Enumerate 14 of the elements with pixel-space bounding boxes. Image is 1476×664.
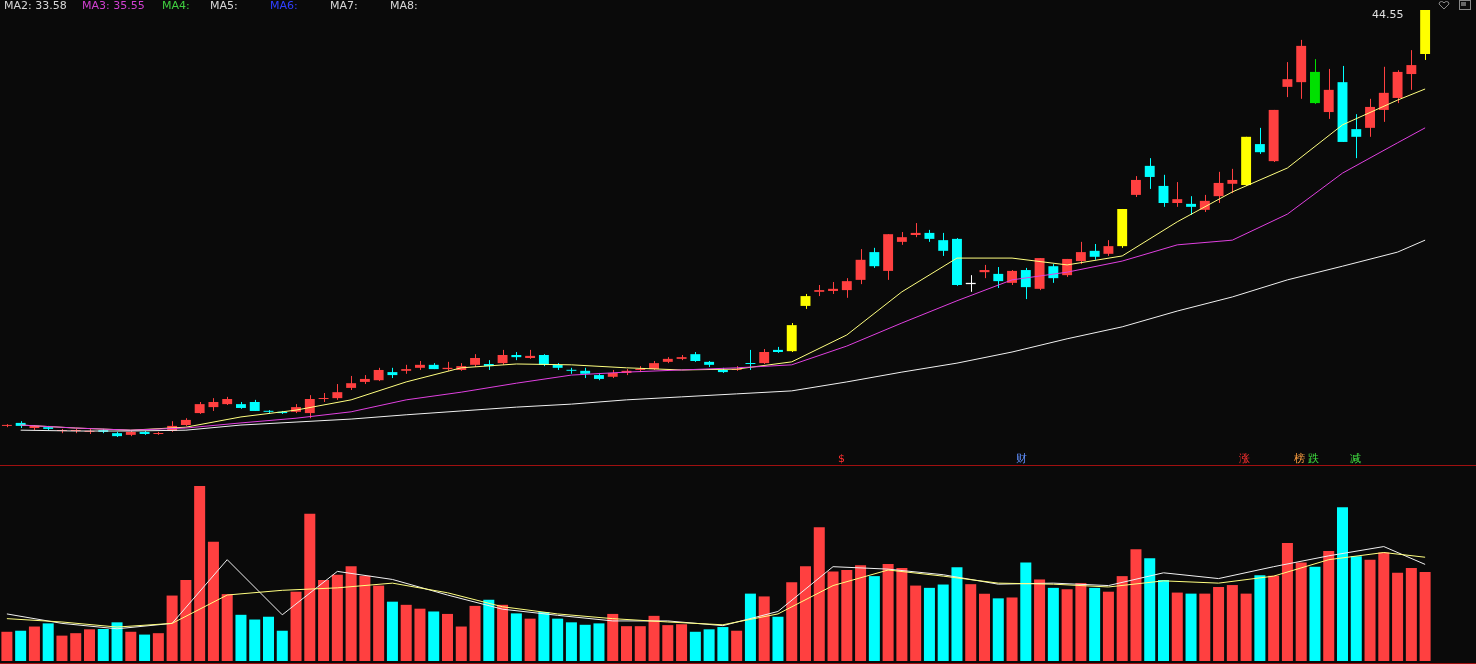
annotation: MA4: [162,0,190,12]
text: 减 [1350,452,1361,465]
annotation: MA2: 33.58 [4,0,67,12]
annotation: MA3: 35.55 [82,0,145,12]
text: 财 [1016,452,1027,465]
text: 涨 [1239,452,1250,465]
annotation: 44.55 [1372,8,1404,21]
annotation: MA8: [390,0,418,12]
text: 榜 [1294,452,1305,465]
annotation: MA5: [210,0,238,12]
text: 跌 [1308,452,1319,465]
text: $ [838,452,845,465]
annotation: MA6: [270,0,298,12]
annotation: MA7: [330,0,358,12]
